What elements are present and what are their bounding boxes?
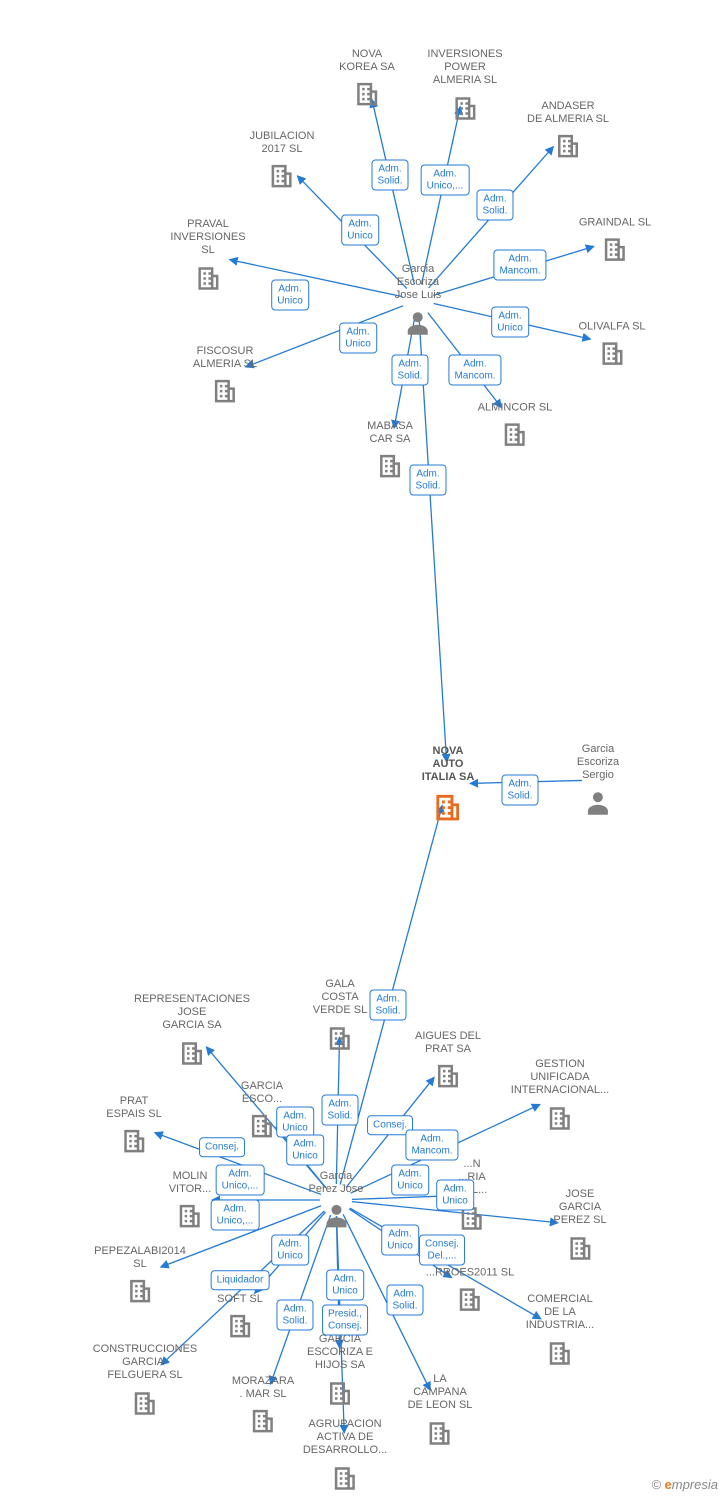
edge-line (246, 306, 404, 367)
edge-line (336, 1037, 339, 1184)
edge-line (419, 316, 447, 762)
edge-line (155, 1133, 321, 1195)
edge-line (161, 1211, 324, 1365)
edge-line (340, 805, 442, 1184)
watermark: © empresia (651, 1477, 718, 1492)
diagram-canvas: Garcia Escoriza Jose LuisGarcia Escoriza… (0, 0, 728, 1500)
edge-line (394, 316, 415, 429)
edge-line (230, 260, 403, 297)
edge-line (350, 1104, 540, 1193)
edge-line (428, 313, 502, 408)
edge-line (470, 780, 582, 783)
edge-line (337, 1216, 345, 1433)
edges-layer (0, 0, 728, 1500)
edge-line (434, 304, 591, 340)
edge-line (349, 1209, 451, 1278)
edge-line (433, 246, 594, 295)
edge-line (254, 1212, 325, 1293)
edge-line (350, 1208, 541, 1319)
edge-line (276, 1127, 326, 1188)
edge-line (352, 1202, 558, 1223)
edge-line (297, 176, 407, 289)
edge-line (346, 1077, 434, 1187)
edge-line (343, 1214, 430, 1390)
edge-line (372, 99, 414, 284)
edge-line (352, 1196, 450, 1200)
